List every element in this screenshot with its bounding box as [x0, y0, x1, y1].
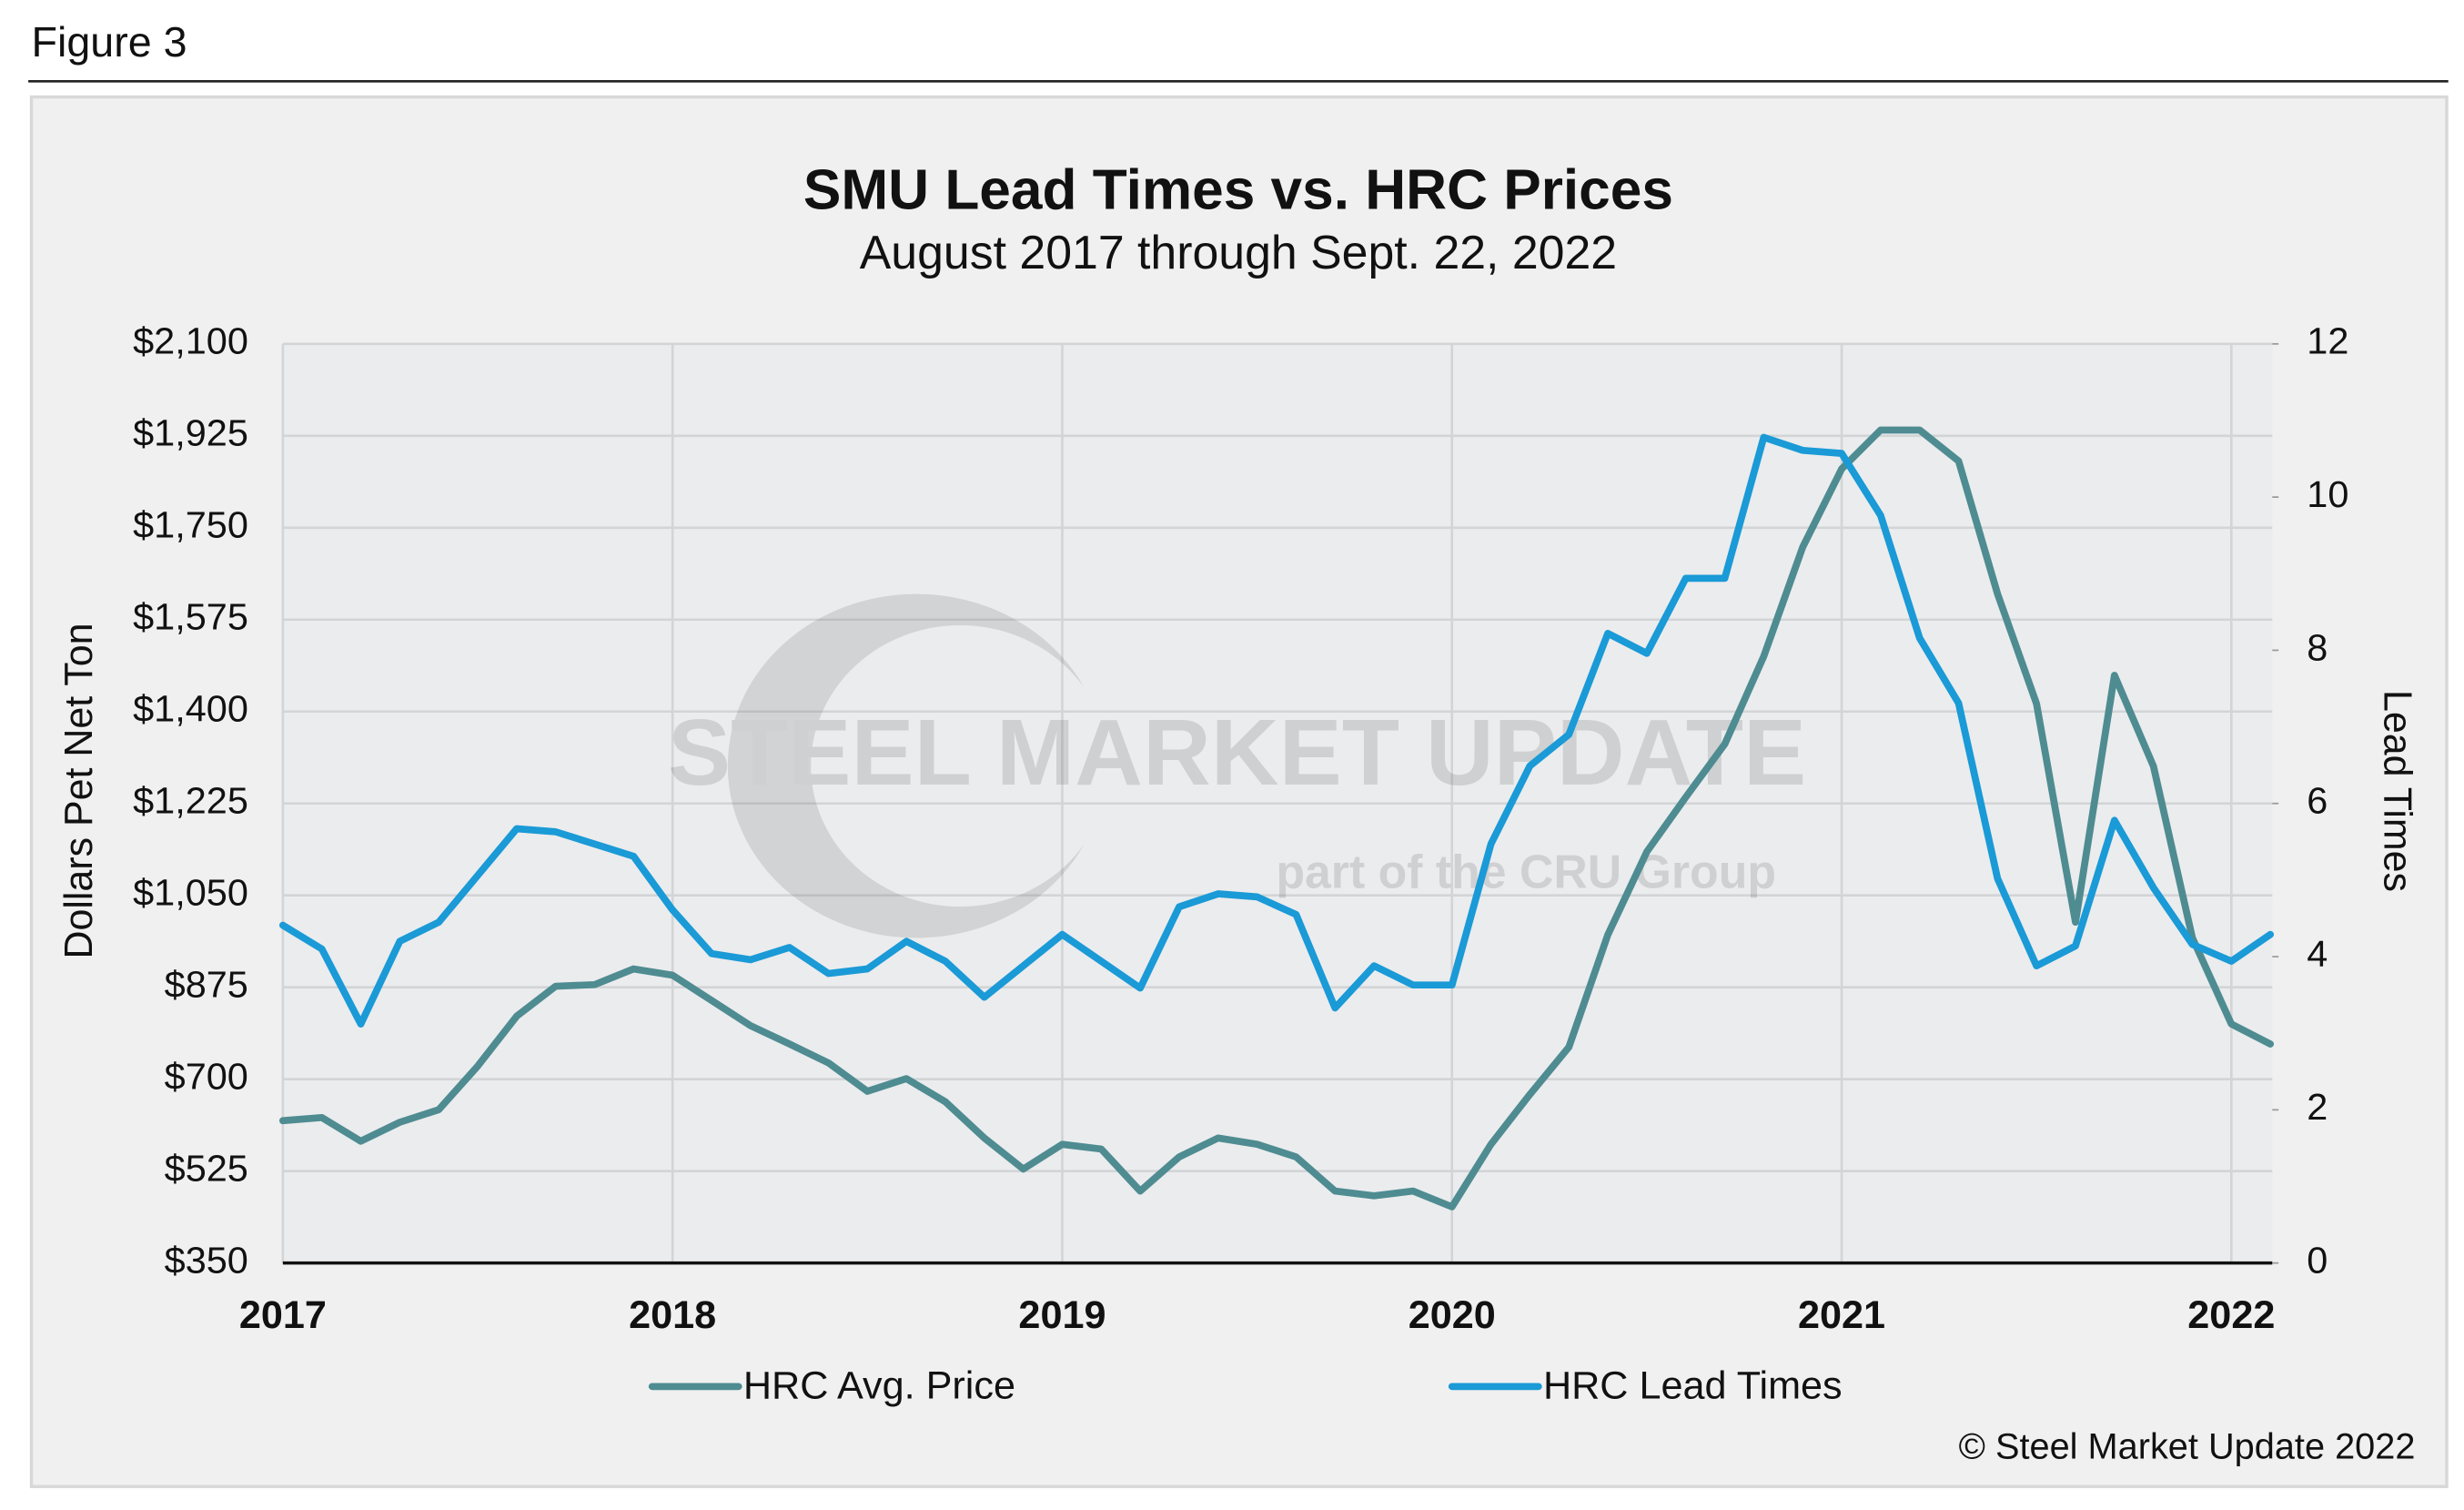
legend: HRC Avg. Price HRC Lead Times	[648, 1363, 1843, 1407]
series-line	[278, 426, 2275, 1211]
y-axis-label: Dollars Pet Net Ton	[57, 623, 101, 958]
watermark-text: STEEL MARKET UPDATE	[668, 699, 1806, 805]
plot	[278, 426, 2275, 1211]
y2-tick-label: 0	[2307, 1240, 2328, 1282]
y-tick-label: $350	[165, 1240, 248, 1282]
legend-label: HRC Lead Times	[1543, 1363, 1843, 1407]
x-tick-label: 2020	[1409, 1293, 1496, 1337]
y2-tick-label: 4	[2307, 933, 2328, 975]
y-tick-label: $2,100	[133, 320, 248, 362]
y-tick-label: $1,575	[133, 596, 248, 638]
y2-axis-label: Lead Times	[2376, 690, 2419, 892]
legend-label: HRC Avg. Price	[743, 1363, 1015, 1407]
y2-tick-label: 8	[2307, 626, 2328, 668]
x-tick-label: 2022	[2187, 1293, 2275, 1337]
y-tick-label: $1,400	[133, 688, 248, 730]
y-tick-label: $700	[165, 1056, 248, 1098]
watermark-swoosh	[727, 593, 1085, 938]
y-tick-label: $875	[165, 964, 248, 1006]
y-tick-label: $525	[165, 1148, 248, 1190]
x-tick-label: 2017	[239, 1293, 327, 1337]
chart-title: SMU Lead Times vs. HRC Prices	[803, 158, 1673, 221]
source-note: © Steel Market Update 2022	[1959, 1427, 2416, 1467]
watermark-subtext: part of the CRU Group	[1276, 845, 1776, 897]
y-tick-label: $1,925	[133, 412, 248, 454]
y-tick-label: $1,050	[133, 872, 248, 914]
y2-tick-label: 10	[2307, 473, 2348, 515]
y2-tick-label: 6	[2307, 780, 2328, 822]
y-tick-label: $1,225	[133, 780, 248, 822]
y-tick-label: $1,750	[133, 504, 248, 546]
series-line	[278, 433, 2275, 1028]
x-tick-label: 2021	[1798, 1293, 1885, 1337]
x-tick-label: 2019	[1018, 1293, 1106, 1337]
y2-tick-label: 12	[2307, 320, 2348, 362]
grid	[281, 342, 2273, 1264]
chart-subtitle: August 2017 through Sept. 22, 2022	[860, 226, 1617, 279]
y2-tick-label: 2	[2307, 1086, 2328, 1128]
x-tick-label: 2018	[629, 1293, 716, 1337]
figure-label: Figure 3	[32, 18, 187, 66]
watermark: STEEL MARKET UPDATE part of the CRU Grou…	[668, 593, 1806, 938]
